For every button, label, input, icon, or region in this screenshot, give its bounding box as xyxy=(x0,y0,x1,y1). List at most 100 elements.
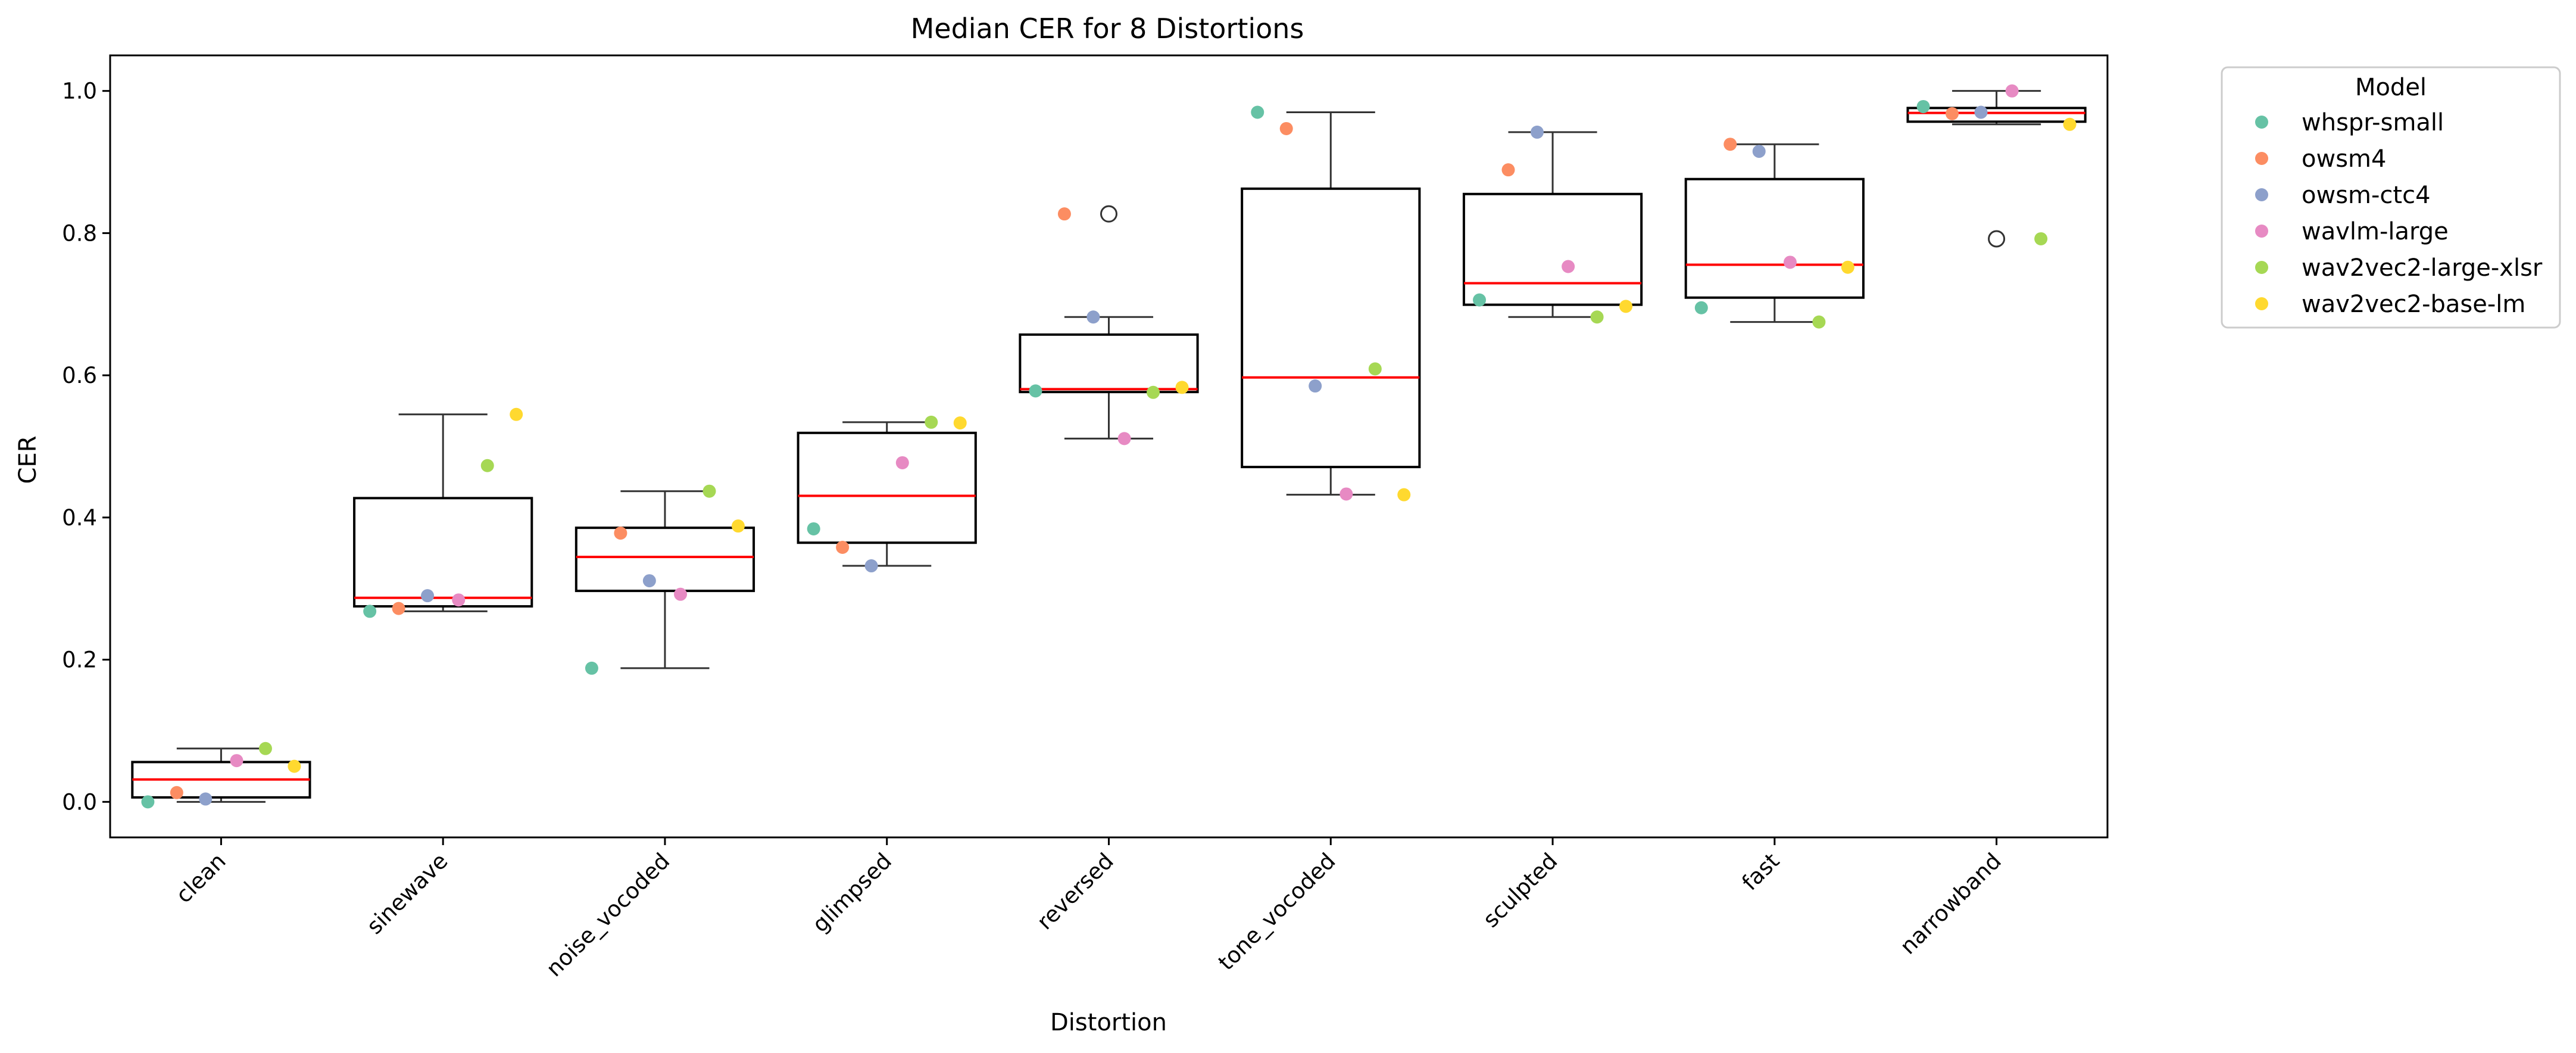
box-narrowband xyxy=(1906,107,2087,123)
box-fast xyxy=(1684,177,1865,299)
x-tick-label: tone_vocoded xyxy=(1213,848,1341,976)
data-point-owsm4 xyxy=(1723,138,1737,151)
data-point-wav2vec2-large-xlsr xyxy=(258,742,272,755)
data-point-owsm-ctc4 xyxy=(1530,125,1544,139)
data-point-wav2vec2-base-lm xyxy=(288,759,301,773)
y-axis: 0.0 0.2 0.4 0.6 0.8 1.0 xyxy=(62,79,110,815)
legend-marker xyxy=(2255,188,2268,201)
y-tick-label: 0.6 xyxy=(62,363,97,388)
data-point-wav2vec2-large-xlsr xyxy=(1590,310,1604,324)
x-tick-label: reversed xyxy=(1032,848,1119,934)
legend: Model whspr-small owsm4 owsm-ctc4 wavlm-lar… xyxy=(2221,66,2561,329)
legend-label: wav2vec2-base-lm xyxy=(2302,291,2525,318)
x-tick-label: glimpsed xyxy=(807,848,897,937)
plot-area xyxy=(131,84,2087,809)
legend-items: whspr-small owsm4 owsm-ctc4 wavlm-large wav2… xyxy=(2255,109,2543,318)
data-point-owsm4 xyxy=(1946,107,1959,120)
data-point-owsm4 xyxy=(1057,207,1071,221)
data-point-wav2vec2-base-lm xyxy=(2063,117,2077,131)
data-point-wavlm-large xyxy=(1783,256,1797,269)
legend-marker xyxy=(2255,225,2268,238)
data-point-wavlm-large xyxy=(895,456,909,469)
data-point-wav2vec2-large-xlsr xyxy=(1147,385,1160,399)
data-point-whspr-small xyxy=(1029,384,1042,398)
box-tone_vocoded xyxy=(1241,187,1421,469)
x-tick-label: noise_vocoded xyxy=(541,848,675,982)
data-point-owsm-ctc4 xyxy=(421,589,435,603)
box-sinewave xyxy=(353,497,533,608)
data-point-wav2vec2-base-lm xyxy=(953,416,967,430)
legend-label: owsm4 xyxy=(2302,145,2386,173)
data-point-whspr-small xyxy=(807,522,820,535)
legend-label: owsm-ctc4 xyxy=(2302,182,2431,209)
box-outlier xyxy=(1988,230,2006,248)
legend-label: whspr-small xyxy=(2302,109,2444,136)
plot-frame xyxy=(109,54,2109,839)
data-point-wavlm-large xyxy=(674,587,688,601)
x-axis-label: Distortion xyxy=(1050,1009,1167,1036)
data-point-whspr-small xyxy=(1916,99,1930,113)
data-point-owsm-ctc4 xyxy=(199,792,213,806)
data-point-owsm4 xyxy=(1279,122,1293,135)
legend-marker xyxy=(2255,152,2268,165)
y-tick-label: 0.2 xyxy=(62,647,97,673)
y-tick-label: 0.4 xyxy=(62,505,97,531)
data-point-owsm-ctc4 xyxy=(864,559,878,573)
x-tick-label: fast xyxy=(1737,848,1785,896)
y-tick-label: 0.8 xyxy=(62,220,97,246)
data-point-wav2vec2-large-xlsr xyxy=(2034,232,2048,245)
x-axis: clean sinewave noise_vocoded glimpsed revers… xyxy=(171,837,2006,982)
y-axis-label: CER xyxy=(14,436,42,484)
data-point-wavlm-large xyxy=(452,593,466,607)
data-point-owsm4 xyxy=(836,540,850,554)
chart-title: Median CER for 8 Distortions xyxy=(911,13,1304,45)
data-point-owsm-ctc4 xyxy=(642,574,656,588)
x-tick-label: clean xyxy=(171,848,231,908)
data-point-wav2vec2-base-lm xyxy=(1175,381,1189,394)
data-point-wavlm-large xyxy=(1562,260,1575,273)
data-point-owsm-ctc4 xyxy=(1086,310,1100,324)
data-point-wav2vec2-large-xlsr xyxy=(702,484,716,498)
legend-title: Model xyxy=(2355,74,2427,101)
data-point-wav2vec2-large-xlsr xyxy=(1812,315,1826,329)
data-point-whspr-small xyxy=(1251,105,1264,119)
data-point-whspr-small xyxy=(1473,293,1487,307)
x-tick-label: sinewave xyxy=(362,848,453,939)
y-tick-label: 1.0 xyxy=(62,79,97,104)
data-point-wav2vec2-base-lm xyxy=(510,407,523,421)
box-outlier xyxy=(1100,205,1117,223)
data-point-wavlm-large xyxy=(1117,432,1131,446)
data-point-whspr-small xyxy=(363,605,377,618)
data-point-owsm4 xyxy=(170,786,183,799)
data-point-wavlm-large xyxy=(230,754,243,768)
data-point-whspr-small xyxy=(585,661,598,675)
data-point-wav2vec2-base-lm xyxy=(1397,488,1411,501)
data-point-owsm4 xyxy=(1501,163,1515,177)
legend-frame xyxy=(2221,66,2561,329)
legend-marker xyxy=(2255,116,2268,129)
data-point-wav2vec2-large-xlsr xyxy=(1368,362,1382,376)
data-point-wav2vec2-base-lm xyxy=(1841,260,1854,274)
legend-marker xyxy=(2255,261,2268,274)
box-reversed xyxy=(1019,333,1199,394)
data-point-owsm4 xyxy=(614,526,627,540)
y-tick-label: 0.0 xyxy=(62,789,97,815)
x-tick-label: sculpted xyxy=(1478,848,1563,933)
data-point-whspr-small xyxy=(141,795,155,809)
data-point-owsm4 xyxy=(392,602,405,615)
x-tick-label: narrowband xyxy=(1895,848,2006,959)
data-point-owsm-ctc4 xyxy=(1752,145,1766,158)
data-point-owsm-ctc4 xyxy=(1309,379,1322,393)
legend-label: wavlm-large xyxy=(2302,218,2449,245)
data-point-wav2vec2-base-lm xyxy=(731,519,745,533)
legend-label: wav2vec2-large-xlsr xyxy=(2302,254,2543,282)
data-point-wav2vec2-large-xlsr xyxy=(925,415,938,429)
data-point-wav2vec2-base-lm xyxy=(1619,300,1633,313)
data-point-whspr-small xyxy=(1694,301,1708,314)
data-point-wav2vec2-large-xlsr xyxy=(480,459,494,472)
data-point-wavlm-large xyxy=(1339,487,1353,501)
data-point-owsm-ctc4 xyxy=(1974,105,1988,119)
box-sculpted xyxy=(1462,192,1643,306)
data-point-wavlm-large xyxy=(2005,84,2019,98)
